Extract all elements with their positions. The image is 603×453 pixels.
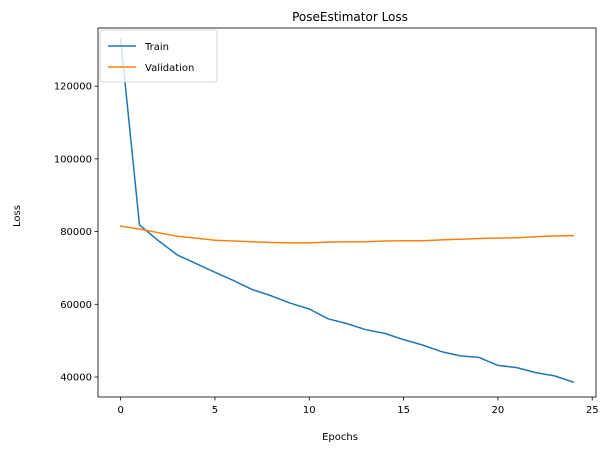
x-axis-label: Epochs xyxy=(322,432,358,443)
x-tick-label: 15 xyxy=(397,405,410,416)
y-axis: 40000 60000 80000 100000 120000 xyxy=(54,82,98,384)
y-tick-label: 40000 xyxy=(60,373,92,384)
legend: Train Validation xyxy=(99,29,218,83)
x-axis: 0 5 10 15 20 25 xyxy=(117,397,599,416)
series-line-train xyxy=(119,38,575,383)
y-axis-label: Loss xyxy=(12,205,23,227)
plot-lines xyxy=(119,38,575,383)
x-tick-label: 10 xyxy=(303,405,316,416)
legend-label-train: Train xyxy=(144,42,169,53)
y-tick-label: 120000 xyxy=(54,82,92,93)
y-tick-label: 80000 xyxy=(60,227,92,238)
series-line-validation xyxy=(119,225,575,244)
x-tick-label: 25 xyxy=(586,405,599,416)
x-tick-label: 5 xyxy=(212,405,218,416)
chart-title: PoseEstimator Loss xyxy=(292,10,408,24)
plot-frame xyxy=(97,27,597,398)
x-tick-label: 20 xyxy=(492,405,505,416)
legend-label-validation: Validation xyxy=(145,63,194,74)
y-tick-label: 60000 xyxy=(60,300,92,311)
legend-box xyxy=(99,29,218,83)
x-tick-label: 0 xyxy=(117,405,123,416)
y-tick-label: 100000 xyxy=(54,154,92,165)
